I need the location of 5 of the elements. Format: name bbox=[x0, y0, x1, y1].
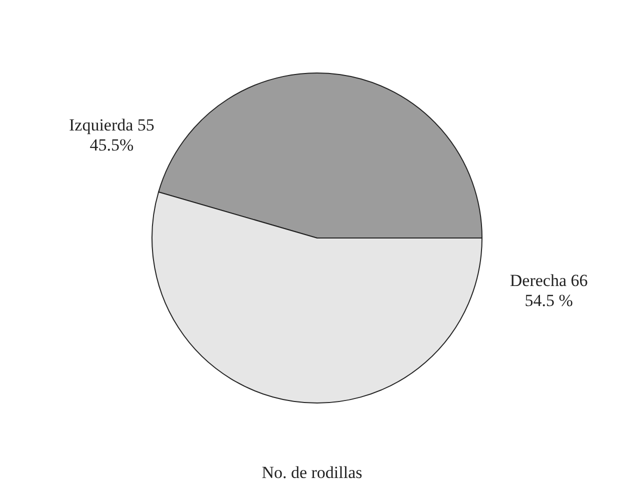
slice-label: Izquierda 55 bbox=[68, 115, 154, 134]
data-label: 45.5% bbox=[90, 135, 134, 154]
text: No. de rodillas bbox=[260, 463, 364, 483]
slice-label: Derecha 66 bbox=[510, 270, 588, 290]
data-label: 54.5 % bbox=[524, 290, 573, 310]
